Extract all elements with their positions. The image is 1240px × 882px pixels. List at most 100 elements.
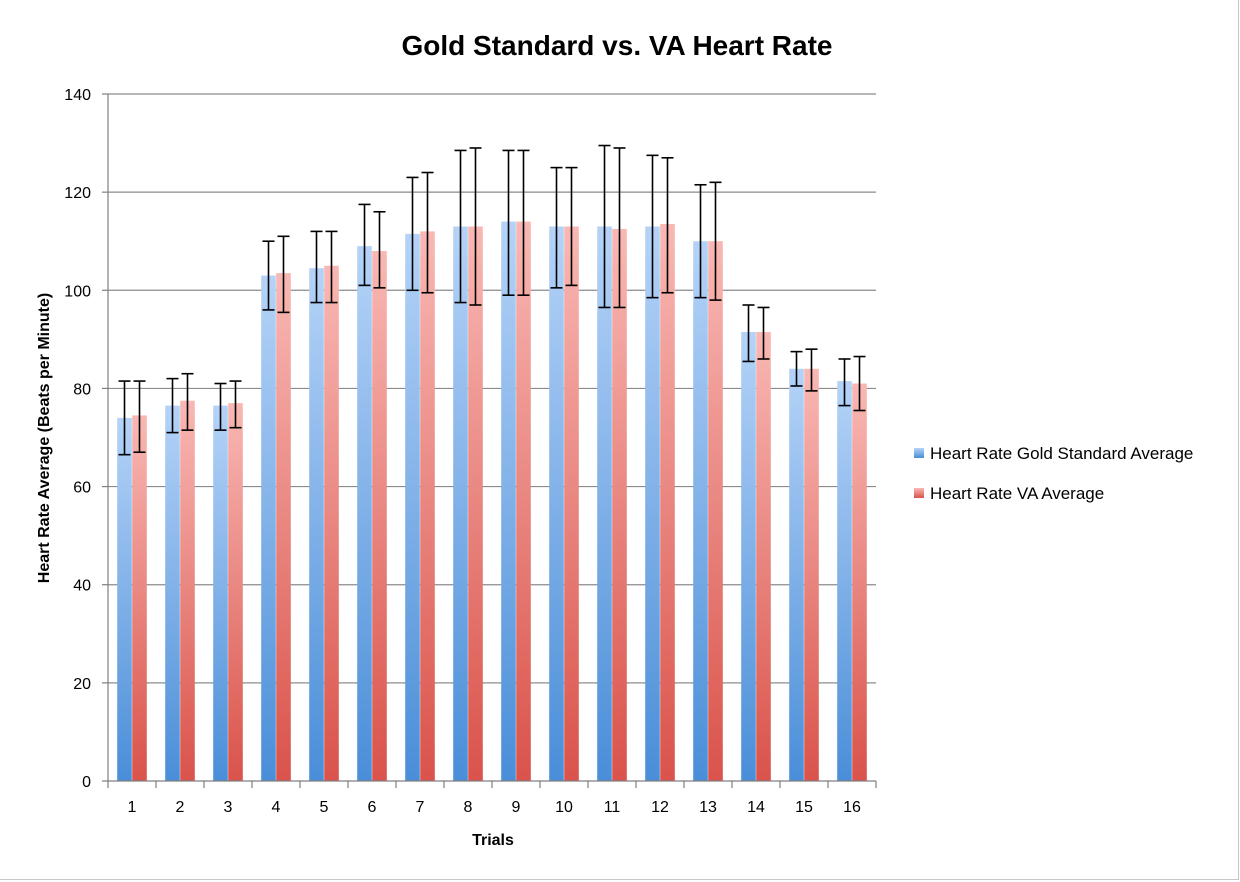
bar-series-1 (693, 241, 708, 781)
error-bar (694, 183, 707, 299)
error-bar (838, 358, 851, 407)
x-tick-label: 9 (512, 799, 521, 816)
error-bar (373, 210, 386, 289)
error-bar (598, 144, 611, 309)
error-bar (358, 203, 371, 287)
error-bar (565, 166, 578, 287)
x-tick-label: 7 (416, 799, 425, 816)
x-tick-label: 16 (843, 799, 861, 816)
error-bar (421, 171, 434, 294)
x-tick-label: 5 (320, 799, 329, 816)
error-bar (550, 166, 563, 289)
bar-series-2 (372, 251, 387, 781)
bar-series-2 (564, 226, 579, 781)
bar-series-1 (453, 226, 468, 781)
error-bar (502, 149, 515, 296)
error-bar (517, 149, 530, 296)
bar-series-1 (837, 381, 852, 781)
error-bar (262, 240, 275, 311)
x-tick-label: 6 (368, 799, 377, 816)
bar-series-2 (468, 226, 483, 781)
error-bar (181, 372, 194, 431)
error-bar (214, 382, 227, 431)
x-tick-label: 13 (699, 799, 717, 816)
y-tick-label: 40 (73, 578, 91, 595)
error-bar (118, 380, 131, 456)
y-tick-label: 120 (64, 185, 91, 202)
error-bar (229, 380, 242, 429)
bar-series-2 (852, 383, 867, 781)
error-bar (613, 147, 626, 309)
bar-series-1 (741, 331, 756, 781)
x-tick-label: 15 (795, 799, 813, 816)
bar-series-1 (789, 368, 804, 781)
legend-label: Heart Rate VA Average (930, 484, 1104, 503)
y-tick-label: 100 (64, 283, 91, 300)
error-bar (757, 306, 770, 360)
error-bar (469, 147, 482, 306)
error-bar (325, 230, 338, 304)
legend: Heart Rate Gold Standard Average Heart Ra… (914, 444, 1193, 503)
legend-swatch (914, 488, 924, 498)
bar-series-2 (420, 231, 435, 781)
bar-series-1 (117, 417, 132, 781)
error-bar (277, 235, 290, 314)
error-bars (118, 144, 866, 456)
error-bar (133, 380, 146, 454)
bar-series-2 (132, 415, 147, 781)
legend-label: Heart Rate Gold Standard Average (930, 444, 1193, 463)
y-tick-label: 0 (82, 774, 91, 791)
y-tick-label: 140 (64, 87, 91, 104)
x-tick-label: 4 (272, 799, 281, 816)
y-axis-title: Heart Rate Average (Beats per Minute) (36, 293, 53, 583)
bar-series-1 (309, 268, 324, 781)
x-tick-label: 1 (128, 799, 137, 816)
x-tick-label: 2 (176, 799, 185, 816)
legend-swatch (914, 448, 924, 458)
x-tick-label: 11 (604, 799, 621, 816)
bar-series-1 (597, 226, 612, 781)
bar-series-2 (228, 403, 243, 781)
bar-series-1 (165, 405, 180, 781)
bar-series-2 (804, 368, 819, 781)
error-bar (310, 230, 323, 304)
error-bar (805, 348, 818, 392)
error-bar (709, 181, 722, 301)
x-axis-title: Trials (472, 832, 514, 849)
bar-series-1 (261, 275, 276, 781)
x-tick-label: 8 (464, 799, 473, 816)
error-bar (853, 355, 866, 412)
x-tick-label: 3 (224, 799, 233, 816)
bar-series-2 (708, 241, 723, 781)
y-tick-label: 20 (73, 676, 91, 693)
bar-series-2 (180, 400, 195, 781)
bar-series-2 (324, 265, 339, 781)
error-bar (742, 304, 755, 363)
bar-series-1 (645, 226, 660, 781)
chart-title: Gold Standard vs. VA Heart Rate (402, 30, 833, 61)
x-tick-label: 12 (651, 799, 669, 816)
bar-series-1 (357, 246, 372, 781)
error-bar (790, 350, 803, 387)
error-bar (646, 154, 659, 299)
bar-series-2 (756, 331, 771, 781)
bar-series-2 (516, 221, 531, 782)
bar-series-2 (276, 273, 291, 781)
error-bar (661, 156, 674, 294)
x-tick-label: 14 (747, 799, 765, 816)
y-tick-label: 60 (73, 480, 91, 497)
bar-series-2 (612, 228, 627, 782)
bar-series-1 (501, 221, 516, 782)
error-bar (454, 149, 467, 304)
bars (117, 221, 867, 782)
bar-series-2 (660, 224, 675, 781)
bar-series-1 (549, 226, 564, 781)
error-bar (406, 176, 419, 292)
y-tick-label: 80 (73, 381, 91, 398)
x-tick-label: 10 (555, 799, 573, 816)
bar-series-1 (213, 405, 228, 781)
error-bar (166, 377, 179, 434)
